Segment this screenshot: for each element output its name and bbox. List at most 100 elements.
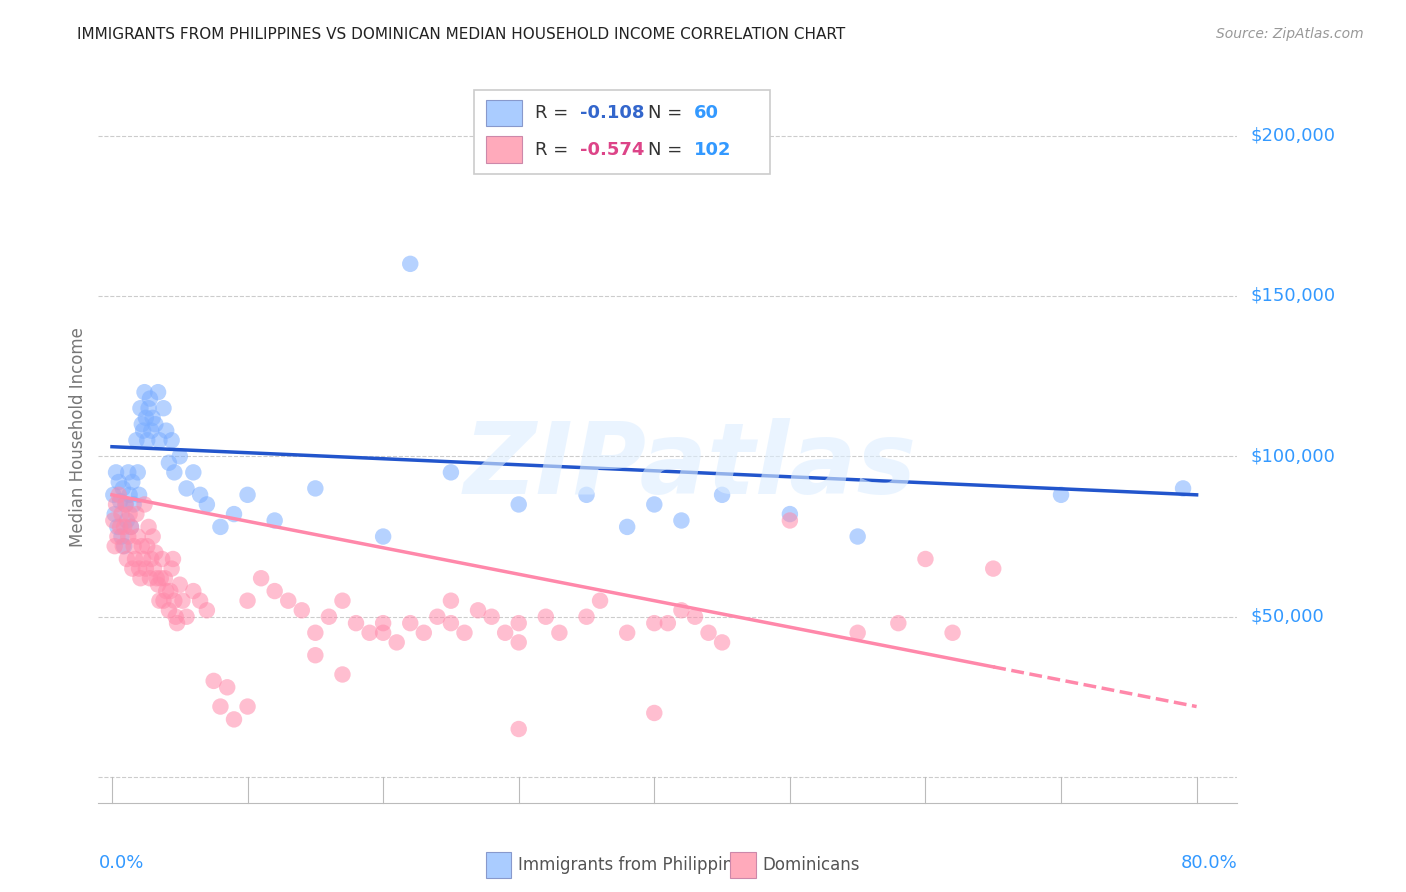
Point (453, 625, 475, 640)
Point (134, 498, 156, 512)
Point (117, 529, 139, 543)
Point (412, 625, 434, 640)
Point (118, 507, 141, 521)
Point (160, 434, 183, 448)
Point (399, 257, 422, 271)
Point (127, 466, 149, 480)
Point (236, 488, 259, 502)
Point (135, 410, 157, 425)
Point (114, 498, 136, 512)
Point (122, 498, 145, 512)
Point (138, 520, 160, 534)
Point (508, 498, 530, 512)
Point (115, 552, 138, 566)
Point (399, 616, 422, 631)
Point (155, 424, 177, 438)
Point (132, 424, 155, 438)
Point (359, 625, 381, 640)
Point (152, 593, 174, 607)
Text: N =: N = (648, 141, 689, 159)
Point (183, 466, 205, 480)
Text: Source: ZipAtlas.com: Source: ZipAtlas.com (1216, 27, 1364, 41)
Point (657, 616, 679, 631)
Point (127, 529, 149, 543)
Bar (485, 100, 522, 127)
Point (149, 571, 172, 585)
Point (153, 571, 176, 585)
Point (157, 456, 180, 470)
Point (426, 609, 449, 624)
Point (139, 571, 162, 585)
Point (589, 593, 612, 607)
Point (163, 466, 186, 480)
Point (508, 635, 530, 649)
Point (942, 625, 965, 640)
Point (671, 603, 693, 617)
Point (779, 514, 801, 528)
Point (183, 584, 205, 599)
Point (711, 635, 734, 649)
Point (131, 417, 153, 432)
Text: $100,000: $100,000 (1251, 447, 1336, 466)
Point (163, 593, 186, 607)
Text: R =: R = (534, 104, 574, 122)
Point (616, 625, 638, 640)
Point (188, 593, 211, 607)
Text: 80.0%: 80.0% (1181, 854, 1237, 872)
Point (304, 648, 326, 663)
Point (112, 539, 135, 553)
Point (846, 625, 869, 640)
Point (108, 494, 131, 508)
Point (683, 609, 706, 624)
Point (172, 593, 194, 607)
Point (332, 593, 354, 607)
Point (107, 488, 129, 502)
Point (291, 603, 314, 617)
Point (104, 539, 127, 553)
Point (136, 539, 159, 553)
Point (117, 466, 139, 480)
Point (222, 507, 245, 521)
Point (107, 475, 129, 489)
Bar (731, 852, 755, 878)
Point (141, 424, 163, 438)
Point (103, 488, 125, 502)
Point (162, 552, 184, 566)
Point (146, 385, 169, 400)
Point (152, 401, 174, 416)
Point (250, 571, 273, 585)
Point (148, 434, 170, 448)
Point (332, 667, 354, 681)
Text: Immigrants from Philippines: Immigrants from Philippines (517, 856, 752, 874)
Point (575, 609, 598, 624)
Point (440, 593, 463, 607)
Point (120, 520, 142, 534)
Point (148, 593, 170, 607)
Point (195, 603, 218, 617)
Point (318, 609, 340, 624)
Point (115, 514, 138, 528)
Y-axis label: Median Household Income: Median Household Income (69, 327, 87, 547)
Point (1171, 482, 1194, 496)
Point (217, 681, 239, 695)
Point (111, 539, 134, 553)
Point (371, 529, 394, 543)
Point (118, 488, 141, 502)
Point (138, 401, 160, 416)
Point (508, 722, 530, 736)
Point (142, 410, 165, 425)
Point (209, 699, 232, 714)
Point (616, 520, 638, 534)
Point (494, 625, 516, 640)
Point (697, 625, 720, 640)
Point (914, 552, 936, 566)
Point (107, 520, 129, 534)
Point (195, 498, 218, 512)
Point (304, 625, 326, 640)
Point (440, 466, 463, 480)
Text: -0.108: -0.108 (581, 104, 645, 122)
Point (304, 482, 326, 496)
Point (981, 561, 1004, 575)
Point (145, 545, 167, 559)
Point (142, 529, 165, 543)
